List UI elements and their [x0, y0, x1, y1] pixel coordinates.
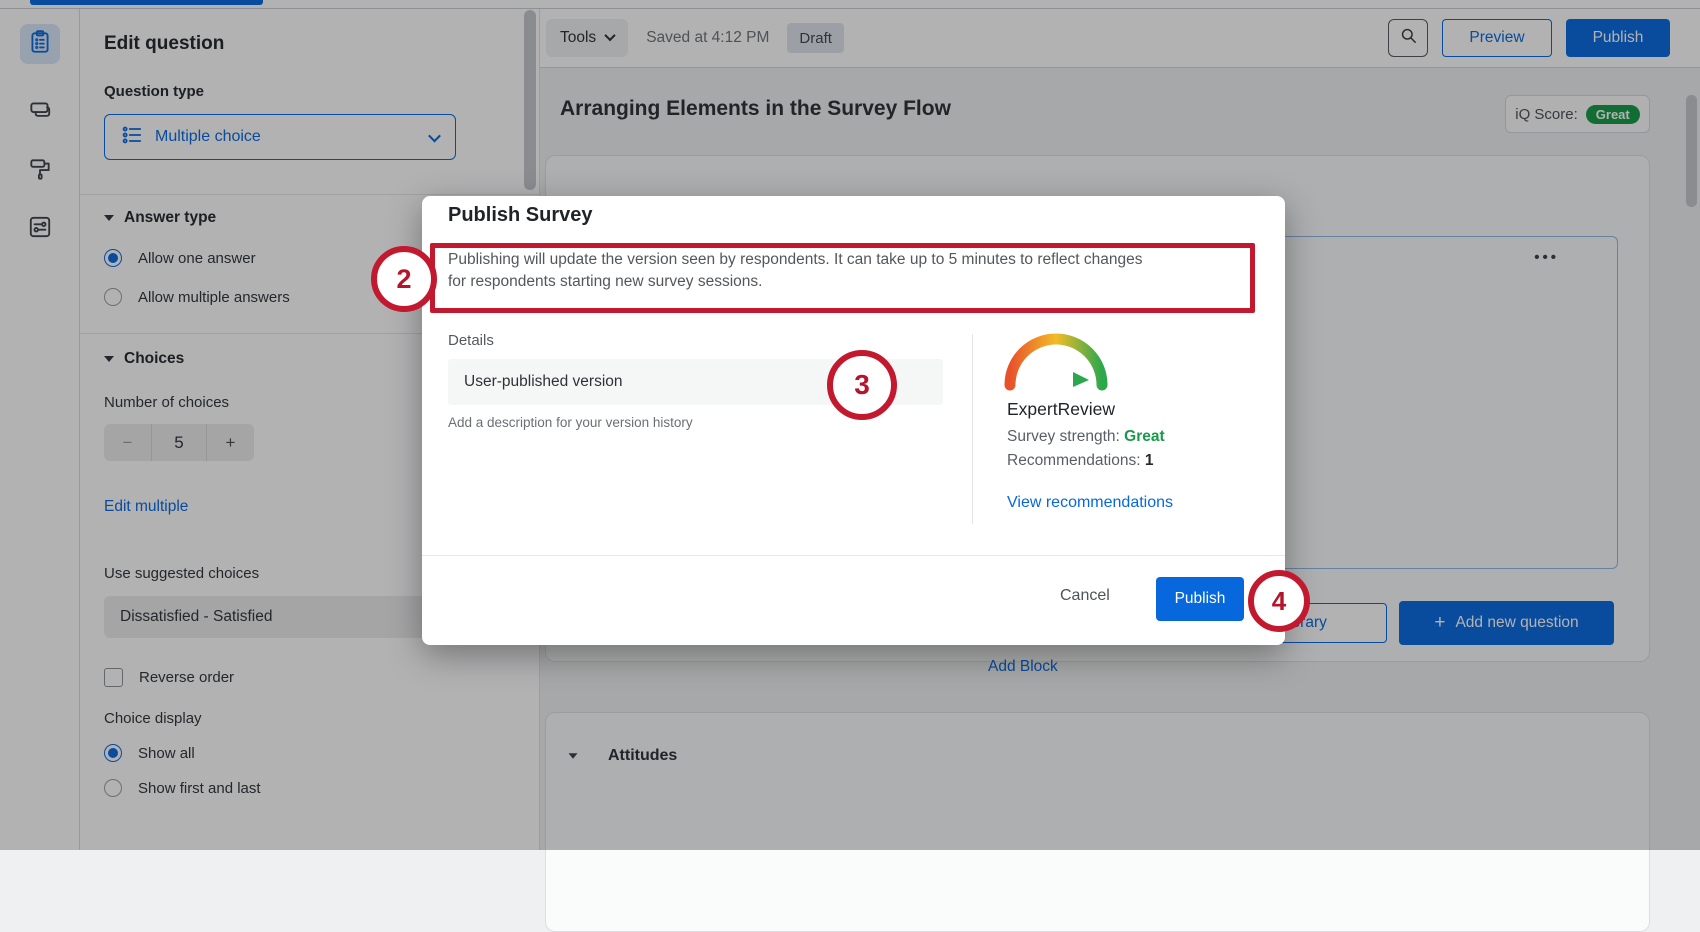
- iq-score-label: iQ Score:: [1515, 105, 1578, 123]
- publish-survey-modal: Publish Survey Publishing will update th…: [422, 196, 1285, 645]
- radio-unselected-icon[interactable]: [104, 779, 122, 797]
- radio-label: Allow one answer: [138, 249, 256, 267]
- rail-item-builder[interactable]: [20, 24, 60, 64]
- survey-strength-gauge-icon: [1004, 333, 1108, 391]
- rail-item-look-and-feel[interactable]: [20, 151, 60, 191]
- attitudes-block-header: Attitudes: [546, 713, 1649, 765]
- survey-strength-label: Survey strength:: [1007, 428, 1120, 445]
- number-of-choices-stepper: − 5 +: [104, 424, 254, 461]
- paint-roller-icon: [27, 156, 53, 187]
- rail-item-survey-options[interactable]: [20, 209, 60, 249]
- view-recommendations-link[interactable]: View recommendations: [1007, 494, 1174, 511]
- radio-label: Show all: [138, 744, 195, 762]
- active-tab-indicator: [30, 0, 263, 5]
- add-new-question-label: Add new question: [1455, 614, 1579, 631]
- radio-allow-multiple-answers[interactable]: Allow multiple answers: [104, 288, 515, 306]
- radio-show-all[interactable]: Show all: [104, 744, 515, 762]
- reverse-order-label: Reverse order: [139, 669, 235, 686]
- survey-strength-value: Great: [1124, 428, 1165, 445]
- preview-button[interactable]: Preview: [1442, 19, 1552, 57]
- modal-title: Publish Survey: [448, 204, 593, 226]
- draft-status-badge: Draft: [787, 23, 844, 53]
- cancel-button[interactable]: Cancel: [1060, 587, 1110, 604]
- multiple-choice-icon: [121, 124, 143, 151]
- more-options-icon[interactable]: •••: [1534, 249, 1559, 266]
- page-title: Arranging Elements in the Survey Flow: [560, 97, 951, 120]
- suggested-choices-dropdown[interactable]: Dissatisfied - Satisfied: [104, 596, 456, 638]
- modal-footer-divider: [422, 555, 1285, 556]
- version-helper-text: Add a description for your version histo…: [448, 415, 693, 430]
- modal-description: Publishing will update the version seen …: [448, 251, 1143, 290]
- search-button[interactable]: [1388, 19, 1428, 57]
- radio-selected-icon[interactable]: [104, 744, 122, 762]
- stepper-plus-button[interactable]: +: [206, 424, 254, 461]
- plus-icon: +: [1434, 612, 1446, 633]
- search-icon: [1399, 26, 1418, 50]
- suggested-choices-value: Dissatisfied - Satisfied: [120, 608, 273, 625]
- choice-display-label: Choice display: [104, 710, 202, 727]
- panel-title: Edit question: [104, 33, 225, 54]
- clipboard-list-icon: [27, 29, 53, 60]
- reverse-order-row[interactable]: Reverse order: [104, 668, 515, 687]
- choices-label: Choices: [124, 350, 185, 367]
- section-divider: [80, 333, 539, 334]
- canvas-scrollbar-thumb[interactable]: [1686, 95, 1697, 207]
- use-suggested-choices-label: Use suggested choices: [104, 565, 260, 582]
- add-new-question-button[interactable]: + Add new question: [1399, 601, 1614, 645]
- annotation-highlight-rect: [430, 243, 1255, 313]
- question-type-value: Multiple choice: [155, 128, 261, 145]
- tools-button-label: Tools: [560, 29, 597, 46]
- top-strip: [0, 0, 1700, 9]
- annotation-step-3: 3: [827, 350, 897, 420]
- blocks-icon: [27, 98, 53, 129]
- settings-sliders-icon: [27, 214, 53, 245]
- collapse-triangle-icon: [104, 215, 114, 221]
- recommendations-label: Recommendations:: [1007, 452, 1141, 469]
- stepper-value: 5: [174, 432, 184, 452]
- publish-button-toolbar[interactable]: Publish: [1566, 19, 1670, 57]
- left-icon-rail: [0, 9, 80, 850]
- panel-scrollbar-thumb[interactable]: [524, 10, 536, 190]
- collapse-triangle-icon[interactable]: [568, 753, 578, 759]
- section-divider: [80, 194, 539, 195]
- recommendations-row: Recommendations: 1: [1007, 452, 1153, 470]
- radio-selected-icon[interactable]: [104, 249, 122, 267]
- vertical-divider: [972, 334, 973, 524]
- edit-multiple-link[interactable]: Edit multiple: [104, 498, 189, 515]
- annotation-step-4: 4: [1248, 570, 1310, 632]
- publish-button-modal[interactable]: Publish: [1156, 577, 1244, 621]
- add-block-link[interactable]: Add Block: [988, 658, 1058, 675]
- question-type-label: Question type: [104, 83, 205, 100]
- toolbar-actions: Preview Publish: [1388, 19, 1670, 57]
- saved-status-text: Saved at 4:12 PM: [646, 29, 770, 46]
- number-of-choices-label: Number of choices: [104, 394, 230, 411]
- collapse-triangle-icon: [104, 356, 114, 362]
- annotation-step-2: 2: [371, 246, 437, 312]
- details-label: Details: [448, 332, 494, 349]
- radio-unselected-icon[interactable]: [104, 288, 122, 306]
- survey-strength-row: Survey strength: Great: [1007, 428, 1165, 446]
- checkbox-unchecked-icon[interactable]: [104, 668, 123, 687]
- rail-item-blocks[interactable]: [20, 93, 60, 133]
- attitudes-block-title: Attitudes: [608, 747, 678, 764]
- iq-score-badge[interactable]: iQ Score: Great: [1505, 95, 1650, 133]
- answer-type-section-header[interactable]: Answer type: [104, 209, 515, 227]
- tools-menu-button[interactable]: Tools: [546, 19, 629, 57]
- radio-label: Show first and last: [138, 779, 261, 797]
- radio-label: Allow multiple answers: [138, 288, 290, 306]
- answer-type-label: Answer type: [124, 209, 217, 226]
- recommendations-value: 1: [1144, 452, 1154, 469]
- stepper-minus-button[interactable]: −: [104, 424, 152, 461]
- question-type-dropdown[interactable]: Multiple choice: [104, 114, 456, 160]
- radio-allow-one-answer[interactable]: Allow one answer: [104, 249, 515, 267]
- choices-section-header[interactable]: Choices: [104, 350, 515, 368]
- iq-score-value-pill: Great: [1585, 104, 1640, 124]
- canvas-toolbar: Tools Saved at 4:12 PM Draft Preview Pub…: [540, 9, 1700, 68]
- radio-show-first-and-last[interactable]: Show first and last: [104, 779, 515, 797]
- expert-review-title: ExpertReview: [1007, 399, 1115, 419]
